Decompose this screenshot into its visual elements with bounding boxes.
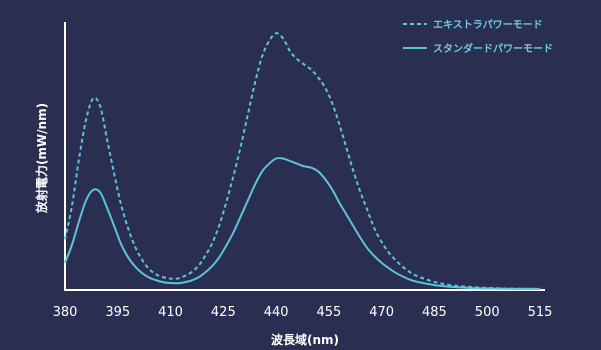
x-tick-label: 440	[264, 305, 289, 320]
series-line-extra-power	[64, 32, 541, 290]
series-line-standard-power	[64, 157, 541, 290]
x-tick-label: 380	[53, 305, 78, 320]
series-lines	[64, 32, 541, 290]
x-tick-label: 425	[211, 305, 236, 320]
axes	[64, 22, 545, 291]
x-tick-label: 515	[528, 305, 553, 320]
legend-label: エキストラパワーモード	[433, 19, 543, 31]
x-tick-labels: 380 395 410 425 440 455 470 485 500 515	[53, 305, 553, 320]
x-axis-title: 波長域(nm)	[271, 332, 339, 347]
y-axis-title: 放射電力(mW/nm)	[34, 103, 49, 214]
x-tick-label: 470	[369, 305, 394, 320]
x-tick-label: 455	[316, 305, 341, 320]
x-tick-label: 410	[158, 305, 183, 320]
legend-label: スタンダードパワーモード	[433, 42, 553, 55]
x-tick-label: 485	[422, 305, 447, 320]
x-tick-label: 500	[475, 305, 500, 320]
x-tick-label: 395	[105, 305, 130, 320]
